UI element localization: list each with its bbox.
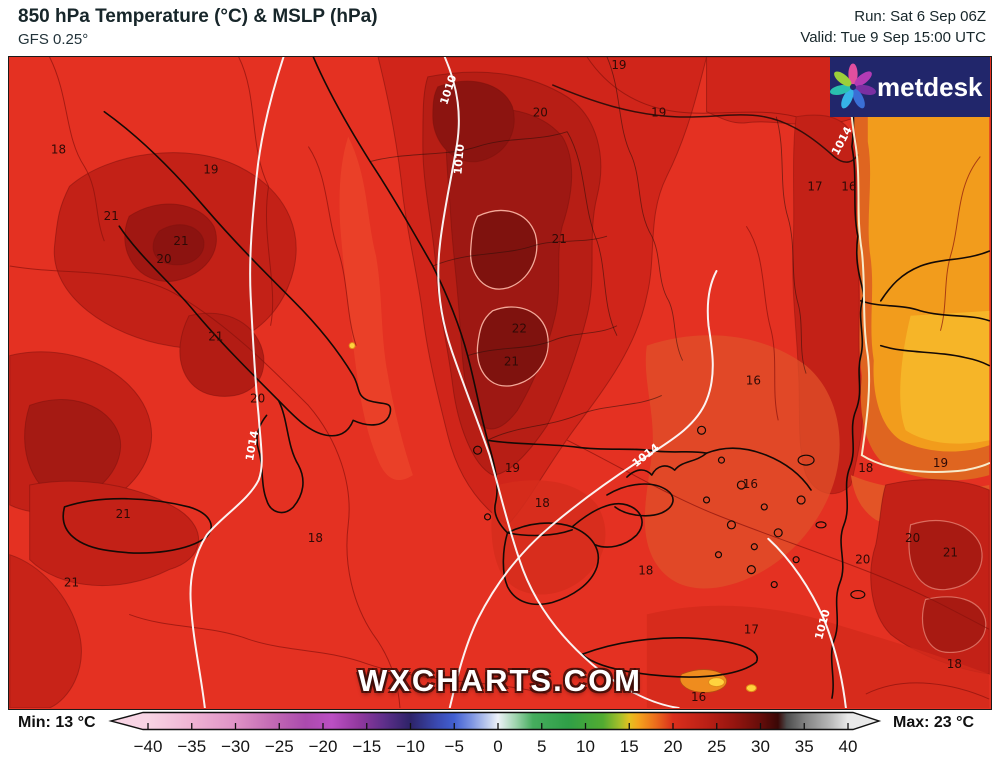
temp-label: 19	[611, 58, 626, 72]
colorbar	[108, 711, 882, 731]
region-bottom-band	[646, 605, 990, 708]
model-label: GFS 0.25°	[18, 31, 89, 48]
temp-label: 21	[64, 576, 79, 590]
colorbar-tick-label: 25	[707, 737, 727, 756]
pinwheel-petal	[841, 89, 854, 109]
region-italy-dark	[53, 152, 297, 397]
colorbar-shape	[108, 711, 882, 731]
colorbar-tick-label: 10	[576, 737, 595, 756]
temp-label: 21	[504, 355, 519, 369]
colorbar-tick-label: 30	[751, 737, 770, 756]
pinwheel-petal	[834, 71, 852, 87]
temp-label: 21	[104, 209, 119, 223]
temp-label: 21	[552, 232, 567, 246]
country-borders	[369, 57, 807, 441]
metdesk-pinwheel-icon	[830, 63, 876, 109]
temp-label: 20	[533, 106, 548, 120]
isobar-1014-west	[189, 57, 285, 708]
colorbar-tick-label: 20	[663, 737, 683, 756]
page-title: 850 hPa Temperature (°C) & MSLP (hPa)	[18, 6, 378, 27]
region-balkan-dark	[377, 57, 857, 526]
pinwheel-petal	[855, 84, 876, 95]
isobar-1014-east	[848, 57, 990, 473]
temp-label: 16	[841, 179, 856, 193]
region-black-sea-orange	[850, 111, 990, 532]
danube-river	[551, 84, 859, 163]
temp-label: 21	[116, 507, 131, 521]
region-west-dark	[9, 351, 200, 708]
isobar-1014-greece	[448, 270, 718, 708]
colorbar-tick-label: −30	[221, 737, 250, 756]
colorbar-tick-label: 0	[493, 737, 503, 756]
colorbar-tick-label: 40	[838, 737, 858, 756]
colorbar-tick-labels: −40 −35 −30 −25 −20 −15 −10 −5 0 5 10 15 20 25 30 35 40	[0, 737, 1000, 759]
temp-label: 19	[933, 456, 948, 470]
temp-label: 18	[638, 564, 653, 578]
temp-label: 18	[535, 496, 550, 510]
temp-label: 17	[807, 179, 822, 193]
colorbar-tick-label: −35	[177, 737, 207, 756]
region-peloponnese	[491, 480, 606, 595]
colorbar-ticks	[147, 723, 849, 729]
isobar-lines	[189, 57, 990, 708]
temp-label: 21	[173, 234, 188, 248]
pinwheel-petal	[830, 84, 851, 95]
colorbar-tick-label: −25	[264, 737, 294, 756]
temp-label: 20	[855, 553, 870, 567]
temp-label: 16	[743, 477, 758, 491]
temp-label: 18	[947, 657, 962, 671]
temp-label: 18	[51, 143, 66, 157]
isobar-label: 1010	[451, 143, 467, 175]
colorbar-tick-label: 5	[537, 737, 547, 756]
colorbar-tick-label: −15	[352, 737, 382, 756]
colorbar-tick-label: −5	[444, 737, 464, 756]
region-turkey-dark	[870, 479, 990, 675]
temp-label: 19	[505, 461, 520, 475]
temp-label: 22	[512, 322, 527, 336]
bright-red-band	[339, 136, 413, 481]
colorbar-tick-label: 35	[794, 737, 814, 756]
colorbar-tick-label: −40	[133, 737, 163, 756]
colorbar-tick-label: −10	[396, 737, 425, 756]
weather-map: 18 19 21 21 20 21 20 18 21 21 20 19 19 21 22 21 19 18 18 16…	[8, 56, 992, 710]
run-valid-info: Run: Sat 6 Sep 06Z Valid: Tue 9 Sep 15:0…	[800, 6, 986, 48]
colorbar-max-label: Max: 23 °C	[893, 714, 975, 731]
temp-label: 16	[746, 373, 761, 387]
pinwheel-petal	[854, 71, 872, 87]
wxcharts-watermark: WXCHARTS.COM	[357, 663, 643, 698]
temp-label: 18	[858, 461, 873, 475]
colorbar-min-label: Min: 13 °C	[18, 714, 96, 731]
temp-label: 21	[208, 330, 223, 344]
colorbar-tick-label: −20	[308, 737, 338, 756]
metdesk-logo: metdesk	[830, 57, 990, 117]
temp-label: 20	[156, 252, 171, 266]
pinwheel-petal	[848, 63, 858, 85]
aegean-islands	[473, 425, 866, 600]
temp-label: 20	[905, 531, 920, 545]
run-label: Run: Sat 6 Sep 06Z	[854, 8, 986, 25]
colorbar-tick-label: 15	[619, 737, 639, 756]
pinwheel-petal	[852, 89, 865, 109]
temp-label: 19	[651, 106, 666, 120]
coastlines	[62, 57, 990, 699]
temp-label: 19	[203, 162, 218, 176]
isobar-1010-center	[437, 57, 680, 708]
isobar-1010-southeast	[767, 537, 847, 708]
valid-label: Valid: Tue 9 Sep 15:00 UTC	[800, 29, 986, 46]
metdesk-logo-text: metdesk	[877, 71, 983, 102]
temperature-labels: 1819212120212018212120191921222119181816…	[51, 58, 962, 704]
isobar-label: 1014	[243, 429, 261, 462]
temp-label: 16	[691, 690, 706, 704]
temp-label: 18	[308, 531, 323, 545]
temp-label: 21	[943, 546, 958, 560]
temp-label: 17	[744, 622, 759, 636]
temp-label: 20	[250, 391, 265, 405]
region-aegean-tint	[644, 335, 840, 589]
